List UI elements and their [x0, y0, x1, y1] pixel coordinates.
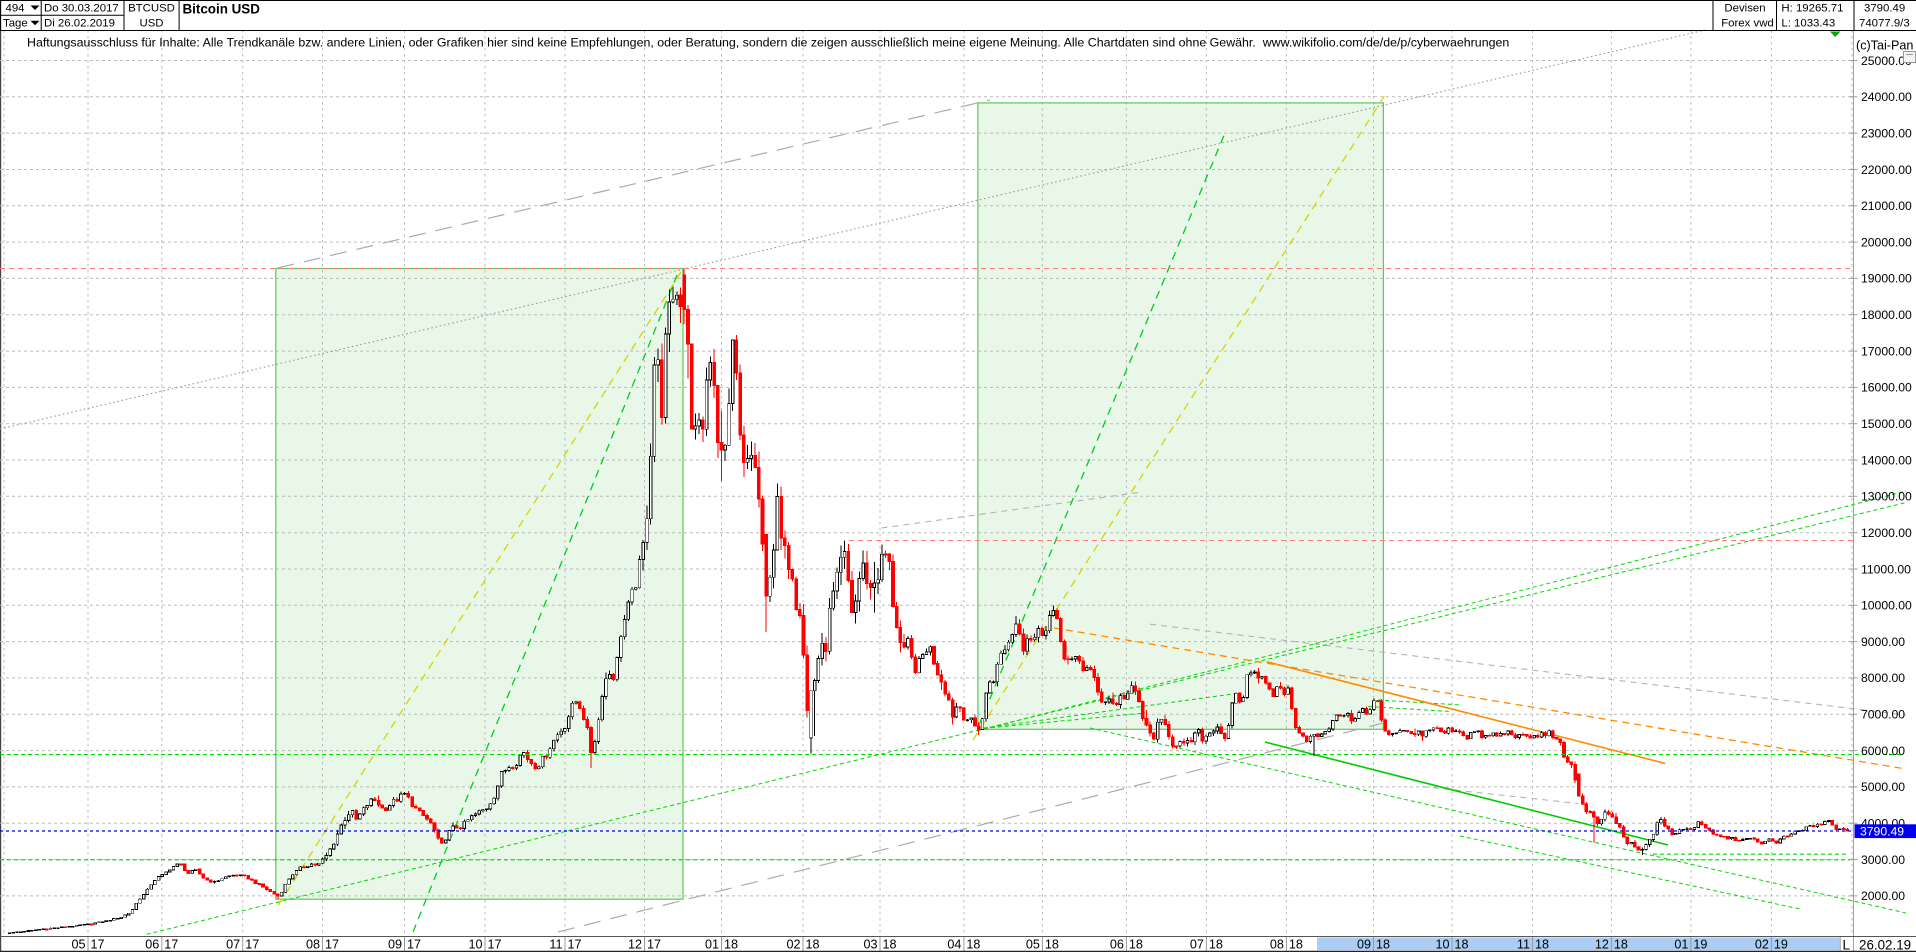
svg-text:18: 18 — [1376, 938, 1390, 952]
svg-text:74077.9/3: 74077.9/3 — [1859, 18, 1910, 30]
svg-text:H: 19265.71: H: 19265.71 — [1781, 2, 1843, 14]
svg-text:(c)Tai-Pan: (c)Tai-Pan — [1856, 39, 1913, 53]
svg-text:10000.00: 10000.00 — [1861, 599, 1912, 613]
svg-text:18: 18 — [1614, 938, 1628, 952]
svg-text:07: 07 — [1190, 938, 1204, 952]
svg-text:20000.00: 20000.00 — [1861, 235, 1912, 249]
svg-text:17: 17 — [325, 938, 339, 952]
svg-text:13000.00: 13000.00 — [1861, 490, 1912, 504]
svg-text:17: 17 — [488, 938, 502, 952]
svg-text:18: 18 — [883, 938, 897, 952]
svg-text:16000.00: 16000.00 — [1861, 381, 1912, 395]
svg-text:14000.00: 14000.00 — [1861, 453, 1912, 467]
svg-text:18: 18 — [1455, 938, 1469, 952]
svg-text:19000.00: 19000.00 — [1861, 272, 1912, 286]
svg-text:BTCUSD: BTCUSD — [128, 2, 175, 14]
svg-text:17: 17 — [568, 938, 582, 952]
svg-text:19: 19 — [1774, 938, 1788, 952]
svg-text:18: 18 — [1289, 938, 1303, 952]
svg-text:12: 12 — [1595, 938, 1609, 952]
svg-text:03: 03 — [863, 938, 877, 952]
svg-text:08: 08 — [306, 938, 320, 952]
svg-text:Forex vwd: Forex vwd — [1721, 18, 1774, 30]
svg-text:Haftungsausschluss für Inhalte: Haftungsausschluss für Inhalte: Alle Tre… — [27, 36, 1509, 50]
svg-text:02: 02 — [1755, 938, 1769, 952]
svg-text:06: 06 — [145, 938, 159, 952]
svg-text:Bitcoin USD: Bitcoin USD — [183, 1, 261, 16]
svg-text:18: 18 — [1045, 938, 1059, 952]
svg-text:9000.00: 9000.00 — [1861, 635, 1905, 649]
svg-text:18: 18 — [1129, 938, 1143, 952]
svg-text:Tage: Tage — [3, 18, 28, 30]
svg-text:17: 17 — [647, 938, 661, 952]
svg-text:21000.00: 21000.00 — [1861, 199, 1912, 213]
svg-text:05: 05 — [71, 938, 85, 952]
svg-text:23000.00: 23000.00 — [1861, 126, 1912, 140]
svg-text:05: 05 — [1026, 938, 1040, 952]
svg-text:24000.00: 24000.00 — [1861, 90, 1912, 104]
svg-text:3000.00: 3000.00 — [1861, 853, 1905, 867]
svg-text:06: 06 — [1110, 938, 1124, 952]
svg-text:18000.00: 18000.00 — [1861, 308, 1912, 322]
svg-text:09: 09 — [388, 938, 402, 952]
svg-text:10: 10 — [468, 938, 482, 952]
svg-text:3790.49: 3790.49 — [1860, 825, 1904, 839]
svg-text:01: 01 — [705, 938, 719, 952]
svg-text:18: 18 — [724, 938, 738, 952]
svg-text:18: 18 — [1209, 938, 1223, 952]
svg-text:26.02.19: 26.02.19 — [1859, 937, 1911, 952]
svg-text:3790.49: 3790.49 — [1864, 2, 1905, 14]
svg-text:19: 19 — [1693, 938, 1707, 952]
svg-text:2000.00: 2000.00 — [1861, 889, 1905, 903]
svg-text:18: 18 — [1535, 938, 1549, 952]
svg-text:12: 12 — [628, 938, 642, 952]
svg-text:17: 17 — [164, 938, 178, 952]
svg-text:18: 18 — [966, 938, 980, 952]
svg-text:17000.00: 17000.00 — [1861, 344, 1912, 358]
svg-text:11: 11 — [549, 938, 562, 952]
svg-text:USD: USD — [139, 18, 163, 30]
svg-text:07: 07 — [226, 938, 240, 952]
svg-text:15000.00: 15000.00 — [1861, 417, 1912, 431]
svg-text:L: L — [1843, 937, 1850, 952]
svg-text:11: 11 — [1517, 938, 1530, 952]
svg-text:Devisen: Devisen — [1724, 2, 1765, 14]
svg-text:11000.00: 11000.00 — [1861, 562, 1911, 576]
svg-text:08: 08 — [1270, 938, 1284, 952]
svg-text:7000.00: 7000.00 — [1861, 708, 1905, 722]
svg-text:8000.00: 8000.00 — [1861, 671, 1905, 685]
svg-text:02: 02 — [786, 938, 800, 952]
svg-text:Do 30.03.2017: Do 30.03.2017 — [44, 2, 119, 14]
svg-text:5000.00: 5000.00 — [1861, 780, 1905, 794]
svg-text:22000.00: 22000.00 — [1861, 163, 1912, 177]
svg-text:25000.00: 25000.00 — [1861, 54, 1912, 68]
svg-text:494: 494 — [6, 2, 25, 14]
svg-text:L: 1033.43: L: 1033.43 — [1781, 18, 1835, 30]
svg-text:17: 17 — [407, 938, 421, 952]
svg-text:10: 10 — [1435, 938, 1449, 952]
svg-text:04: 04 — [947, 938, 961, 952]
svg-text:18: 18 — [806, 938, 820, 952]
svg-text:01: 01 — [1674, 938, 1688, 952]
svg-text:09: 09 — [1357, 938, 1371, 952]
svg-text:12000.00: 12000.00 — [1861, 526, 1912, 540]
svg-text:Di 26.02.2019: Di 26.02.2019 — [44, 18, 115, 30]
svg-text:17: 17 — [245, 938, 259, 952]
svg-text:6000.00: 6000.00 — [1861, 744, 1905, 758]
svg-text:17: 17 — [91, 938, 105, 952]
